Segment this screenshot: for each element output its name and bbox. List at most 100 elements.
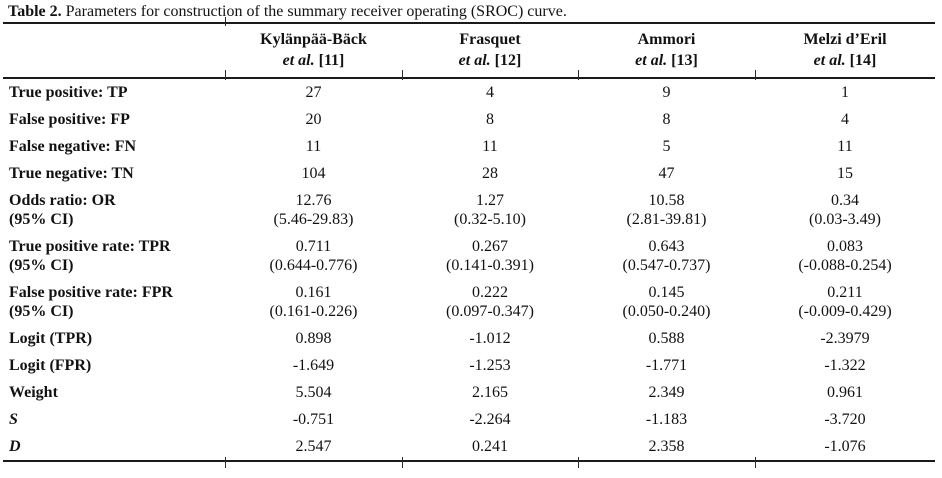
row-label-text: S [9,411,18,428]
header-empty-cell [3,23,225,79]
value: 0.588 [648,330,685,347]
value-cell: 0.267 (0.141-0.391) [402,233,578,279]
value: 4 [841,111,849,128]
value: 0.083 [827,238,863,255]
value-cell: -1.012 [402,325,578,352]
value-cell: 12.76 (5.46-29.83) [225,187,402,233]
row-label: D [3,433,225,462]
value-cell: 11 [225,133,402,160]
column-divider-tick [402,457,403,468]
table-row-tpr: True positive rate: TPR (95% CI) 0.711 (0… [3,233,935,279]
ci-value: (0.141-0.391) [446,257,534,274]
etal-text: et al. [635,52,668,69]
value: 11 [837,138,853,155]
value-cell: 0.643 (0.547-0.737) [578,233,755,279]
value: 27 [305,84,322,101]
value-cell: -1.253 [402,352,578,379]
etal-text: et al. [282,52,315,69]
value: 2.358 [648,438,685,455]
value: -2.3979 [820,330,870,347]
table-caption: Table 2. Parameters for construction of … [8,2,567,22]
ci-value: (0.03-3.49) [809,211,881,228]
value: 0.267 [472,238,508,255]
value: 11 [305,138,322,155]
value: 8 [662,111,671,128]
table-row-d: D 2.547 0.241 2.358 -1.076 [3,433,935,462]
table-row-false-negative: False negative: FN 11 11 5 11 [3,133,935,160]
value: -1.322 [824,357,866,374]
column-reference: et al. [12] [402,50,578,71]
value: 1 [841,84,849,101]
ci-value: (0.050-0.240) [622,303,711,320]
row-label-text: True positive: TP [9,84,128,101]
value: 0.211 [827,284,863,301]
value-cell: 0.34 (0.03-3.49) [755,187,935,233]
column-divider-tick [578,457,579,468]
table-row-fpr: False positive rate: FPR (95% CI) 0.161 (… [3,279,935,325]
value: 0.34 [831,192,859,209]
sroc-parameters-table: Kylänpää-Bäck et al. [11] Frasquet et al… [3,22,935,462]
value-cell: -1.076 [755,433,935,462]
value-cell: -2.3979 [755,325,935,352]
row-label-text: True positive rate: TPR [9,238,171,255]
row-label: Logit (FPR) [3,352,225,379]
value: 5.504 [295,384,332,401]
value-cell: 0.145 (0.050-0.240) [578,279,755,325]
ci-value: (-0.088-0.254) [798,257,892,274]
ci-value: (0.32-5.10) [454,211,526,228]
value: 9 [662,84,671,101]
row-label-text: True negative: TN [9,165,134,182]
column-name: Frasquet [459,31,521,48]
row-label-text: Odds ratio: OR [9,192,116,209]
value: 104 [301,165,326,182]
row-label: Logit (TPR) [3,325,225,352]
value: 28 [482,165,498,182]
value: 0.241 [472,438,508,455]
value: 15 [837,165,853,182]
value-cell: 11 [755,133,935,160]
ci-value: (2.81-39.81) [626,211,707,228]
column-reference: et al. [11] [225,50,402,71]
caption-label: Table 2. [8,3,62,20]
value: -1.649 [292,357,335,374]
ci-value: (-0.009-0.429) [798,303,892,320]
row-label-text: D [9,438,21,455]
table-row-logit-tpr: Logit (TPR) 0.898 -1.012 0.588 -2.3979 [3,325,935,352]
value: -3.720 [824,411,866,428]
value-cell: 47 [578,160,755,187]
table-row-true-positive: True positive: TP 27 4 9 1 [3,78,935,106]
value: 8 [486,111,494,128]
value: 10.58 [648,192,685,209]
value: 0.898 [295,330,332,347]
column-divider-tick [225,457,226,468]
column-divider-tick [225,70,226,80]
value-cell: -1.649 [225,352,402,379]
value: -1.012 [469,330,511,347]
value: 0.145 [648,284,685,301]
value-cell: 11 [402,133,578,160]
etal-text: et al. [813,52,846,69]
value-cell: 0.588 [578,325,755,352]
table-row-false-positive: False positive: FP 20 8 8 4 [3,106,935,133]
table-row-weight: Weight 5.504 2.165 2.349 0.961 [3,379,935,406]
column-header-frasquet: Frasquet et al. [12] [402,23,578,79]
value-cell: 8 [578,106,755,133]
value: 2.547 [295,438,332,455]
value-cell: 0.211 (-0.009-0.429) [755,279,935,325]
column-divider-tick [402,70,403,80]
row-label-text: Logit (TPR) [9,330,93,347]
value-cell: -1.322 [755,352,935,379]
value: 0.961 [827,384,863,401]
row-label: S [3,406,225,433]
value-cell: 15 [755,160,935,187]
value-cell: 104 [225,160,402,187]
column-reference: et al. [13] [578,50,755,71]
citation-number: [13] [671,52,698,69]
row-label-text: Weight [9,384,58,401]
value-cell: 0.241 [402,433,578,462]
value: -1.076 [824,438,866,455]
value: -1.183 [645,411,688,428]
value-cell: 10.58 (2.81-39.81) [578,187,755,233]
value-cell: 0.083 (-0.088-0.254) [755,233,935,279]
value: 0.711 [295,238,332,255]
